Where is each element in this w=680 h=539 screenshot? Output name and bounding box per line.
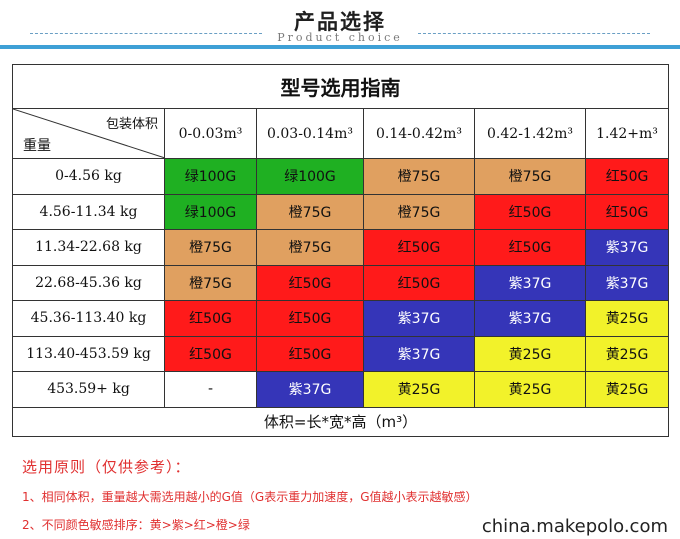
g-value-cell: 红50G: [164, 335, 257, 372]
g-value-cell: 紫37G: [363, 335, 475, 372]
g-value-cell: 紫37G: [363, 300, 475, 337]
table-row: 0-4.56 kg 绿100G 绿100G 橙75G 橙75G 红50G: [12, 158, 670, 195]
corner-diagonal: [13, 109, 164, 158]
g-value-cell: 黄25G: [584, 371, 670, 408]
header-bar: [0, 45, 680, 49]
g-value-cell: 黄25G: [474, 371, 586, 408]
page-header: 产品选择 Product choice: [0, 0, 680, 55]
g-value-cell: 紫37G: [474, 300, 586, 337]
note-item: 1、相同体积，重量越大需选用越小的G值（G表示重力加速度，G值越小表示越敏感）: [22, 490, 478, 504]
table-header-row: 包装体积 重量 0-0.03m³ 0.03-0.14m³ 0.14-0.42m³…: [12, 108, 670, 159]
g-value-cell: 橙75G: [256, 229, 364, 266]
g-value-cell: 绿100G: [256, 158, 364, 195]
column-header: 0-0.03m³: [164, 108, 257, 159]
column-header: 0.14-0.42m³: [363, 108, 475, 159]
g-value-cell: 紫37G: [256, 371, 364, 408]
g-value-cell: 红50G: [474, 193, 586, 230]
table-row: 22.68-45.36 kg 橙75G 红50G 红50G 紫37G 紫37G: [12, 264, 670, 301]
model-selection-table: 型号选用指南 包装体积 重量 0-0.03m³ 0.03-0.14m³ 0.14…: [11, 64, 670, 437]
weight-range: 11.34-22.68 kg: [12, 229, 165, 266]
g-value-cell: 紫37G: [584, 264, 670, 301]
g-value-cell: -: [164, 371, 257, 408]
column-header: 0.42-1.42m³: [474, 108, 586, 159]
g-value-cell: 红50G: [256, 264, 364, 301]
g-value-cell: 红50G: [363, 229, 475, 266]
g-value-cell: 紫37G: [584, 229, 670, 266]
g-value-cell: 黄25G: [474, 335, 586, 372]
g-value-cell: 紫37G: [474, 264, 586, 301]
g-value-cell: 橙75G: [164, 264, 257, 301]
weight-range: 45.36-113.40 kg: [12, 300, 165, 337]
g-value-cell: 红50G: [474, 229, 586, 266]
page-title: 产品选择: [294, 10, 386, 34]
g-value-cell: 红50G: [584, 193, 670, 230]
g-value-cell: 橙75G: [164, 229, 257, 266]
g-value-cell: 红50G: [584, 158, 670, 195]
g-value-cell: 红50G: [363, 264, 475, 301]
volume-formula: 体积=长*宽*高（m³）: [11, 406, 670, 437]
table-row: 4.56-11.34 kg 绿100G 橙75G 橙75G 红50G 红50G: [12, 193, 670, 230]
table-row: 45.36-113.40 kg 红50G 红50G 紫37G 紫37G 黄25G: [12, 300, 670, 337]
g-value-cell: 黄25G: [584, 335, 670, 372]
weight-range: 4.56-11.34 kg: [12, 193, 165, 230]
g-value-cell: 红50G: [256, 335, 364, 372]
g-value-cell: 黄25G: [363, 371, 475, 408]
table-row: 11.34-22.68 kg 橙75G 橙75G 红50G 红50G 紫37G: [12, 229, 670, 266]
column-header: 1.42+m³: [584, 108, 670, 159]
table-title: 型号选用指南: [11, 64, 670, 109]
note-item: 2、不同颜色敏感排序：黄>紫>红>橙>绿: [22, 518, 250, 532]
weight-range: 113.40-453.59 kg: [12, 335, 165, 372]
weight-range: 22.68-45.36 kg: [12, 264, 165, 301]
corner-label-weight: 重量: [23, 138, 51, 154]
g-value-cell: 橙75G: [363, 158, 475, 195]
header-divider-right: [418, 33, 650, 34]
table-row: 453.59+ kg - 紫37G 黄25G 黄25G 黄25G: [12, 371, 670, 408]
corner-label-volume: 包装体积: [105, 117, 158, 132]
g-value-cell: 黄25G: [584, 300, 670, 337]
g-value-cell: 橙75G: [363, 193, 475, 230]
g-value-cell: 绿100G: [164, 158, 257, 195]
page-subtitle: Product choice: [277, 31, 403, 44]
column-header: 0.03-0.14m³: [256, 108, 364, 159]
g-value-cell: 橙75G: [256, 193, 364, 230]
table-row: 113.40-453.59 kg 红50G 红50G 紫37G 黄25G 黄25…: [12, 335, 670, 372]
g-value-cell: 红50G: [164, 300, 257, 337]
g-value-cell: 橙75G: [474, 158, 586, 195]
header-divider-left: [30, 33, 262, 34]
weight-range: 0-4.56 kg: [12, 158, 165, 195]
g-value-cell: 绿100G: [164, 193, 257, 230]
g-value-cell: 红50G: [256, 300, 364, 337]
watermark-text: china.makepolo.com: [481, 516, 668, 537]
table-corner-header: 包装体积 重量: [12, 108, 165, 159]
notes-title: 选用原则（仅供参考）：: [22, 458, 191, 476]
weight-range: 453.59+ kg: [12, 371, 165, 408]
